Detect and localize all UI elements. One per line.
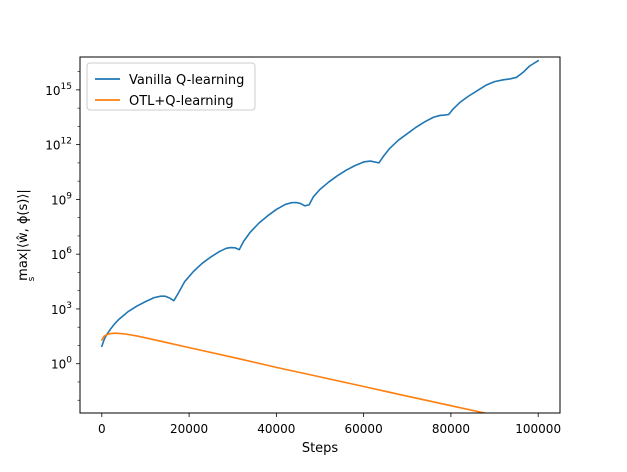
y-axis-label-subscript: s bbox=[27, 276, 37, 281]
y-axis: 100 103 106 109 1012 1015 bbox=[45, 71, 80, 401]
legend-label: OTL+Q-learning bbox=[129, 94, 234, 109]
y-tick-label: 100 bbox=[51, 356, 72, 372]
x-tick-label: 80000 bbox=[432, 422, 470, 436]
series-layer bbox=[101, 59, 539, 413]
y-tick-label: 103 bbox=[51, 301, 72, 317]
y-tick-label: 106 bbox=[51, 246, 72, 262]
legend: Vanilla Q-learning OTL+Q-learning bbox=[86, 62, 256, 111]
y-axis-label-main: max|⟨ŵ, ϕ(s)⟩| bbox=[16, 189, 31, 281]
plot-frame bbox=[79, 56, 561, 414]
y-axis-label: max|⟨ŵ, ϕ(s)⟩| s bbox=[16, 189, 37, 281]
x-axis: 0 20000 40000 60000 80000 100000 bbox=[98, 413, 561, 436]
x-tick-label: 20000 bbox=[170, 422, 208, 436]
y-tick-label: 1015 bbox=[45, 82, 72, 98]
series-line-otl-q-learning bbox=[101, 332, 489, 413]
x-tick-label: 0 bbox=[98, 422, 106, 436]
x-tick-label: 60000 bbox=[345, 422, 383, 436]
x-tick-label: 100000 bbox=[515, 422, 561, 436]
x-axis-label: Steps bbox=[302, 441, 339, 456]
legend-box bbox=[86, 62, 256, 111]
series-line-vanilla-q-learning bbox=[101, 59, 539, 348]
y-tick-label: 1012 bbox=[45, 137, 72, 153]
x-tick-label: 40000 bbox=[257, 422, 295, 436]
legend-label: Vanilla Q-learning bbox=[129, 73, 244, 88]
y-tick-label: 109 bbox=[51, 191, 72, 207]
